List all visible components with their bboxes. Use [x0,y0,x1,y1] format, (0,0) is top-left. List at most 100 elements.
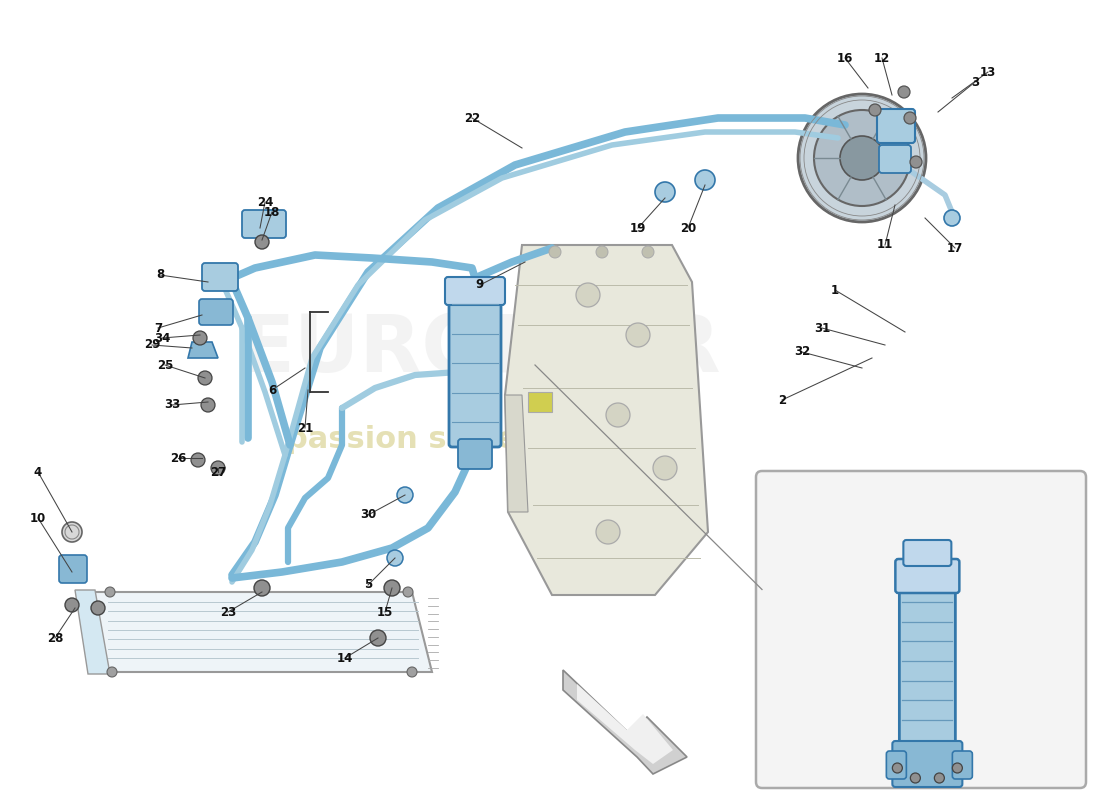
Circle shape [91,601,104,615]
Text: 14: 14 [337,651,353,665]
Polygon shape [505,245,708,595]
Polygon shape [75,590,110,674]
Text: 15: 15 [377,606,393,618]
Text: 24: 24 [256,195,273,209]
Text: 30: 30 [360,509,376,522]
FancyBboxPatch shape [879,145,911,173]
Circle shape [397,487,412,503]
FancyBboxPatch shape [458,439,492,469]
Text: 26: 26 [169,451,186,465]
FancyBboxPatch shape [900,582,956,743]
FancyBboxPatch shape [199,299,233,325]
Circle shape [370,630,386,646]
Text: 27: 27 [210,466,227,478]
FancyBboxPatch shape [449,289,500,447]
Circle shape [576,283,600,307]
Text: 4: 4 [34,466,42,478]
Circle shape [814,110,910,206]
Circle shape [944,210,960,226]
Text: 22: 22 [464,111,480,125]
Text: 16: 16 [837,51,854,65]
Circle shape [642,246,654,258]
Text: 33: 33 [164,398,180,411]
Polygon shape [188,342,218,358]
Circle shape [192,331,207,345]
Circle shape [911,773,921,783]
Text: 29: 29 [144,338,161,351]
Text: 12: 12 [873,51,890,65]
Circle shape [898,86,910,98]
Circle shape [255,235,270,249]
FancyBboxPatch shape [756,471,1086,788]
Circle shape [384,580,400,596]
Polygon shape [505,395,528,512]
Text: 25: 25 [157,358,173,371]
Text: 8: 8 [156,269,164,282]
Circle shape [910,156,922,168]
Text: 10: 10 [30,511,46,525]
Circle shape [65,598,79,612]
Text: 13: 13 [980,66,997,78]
Circle shape [840,136,884,180]
Text: 7: 7 [154,322,162,334]
Circle shape [254,580,270,596]
Text: 32: 32 [794,346,810,358]
Text: 17: 17 [947,242,964,254]
Polygon shape [563,670,688,774]
Circle shape [201,398,214,412]
FancyBboxPatch shape [446,277,505,305]
FancyBboxPatch shape [892,741,962,787]
Circle shape [798,94,926,222]
Circle shape [387,550,403,566]
Circle shape [953,763,962,773]
Circle shape [654,182,675,202]
Text: 2: 2 [778,394,786,406]
Text: 31: 31 [814,322,830,334]
Bar [528,392,552,412]
FancyBboxPatch shape [877,109,915,143]
Text: 28: 28 [47,631,63,645]
Circle shape [191,453,205,467]
Circle shape [198,371,212,385]
Circle shape [934,773,945,783]
Polygon shape [578,684,673,764]
Circle shape [596,520,620,544]
Text: 20: 20 [680,222,696,234]
Circle shape [626,323,650,347]
Circle shape [596,246,608,258]
FancyBboxPatch shape [202,263,238,291]
Circle shape [549,246,561,258]
Circle shape [892,763,902,773]
FancyBboxPatch shape [59,555,87,583]
Circle shape [904,112,916,124]
Circle shape [211,461,226,475]
Text: 21: 21 [297,422,313,434]
Polygon shape [92,592,432,672]
Circle shape [606,403,630,427]
FancyBboxPatch shape [895,559,959,593]
FancyBboxPatch shape [242,210,286,238]
Text: 18: 18 [264,206,280,218]
Text: EUROPÄER: EUROPÄER [239,311,720,389]
Text: 3: 3 [971,75,979,89]
Circle shape [107,667,117,677]
Text: 23: 23 [220,606,236,618]
Text: 5: 5 [364,578,372,591]
FancyBboxPatch shape [887,751,906,779]
FancyBboxPatch shape [953,751,972,779]
Text: passion since 1985: passion since 1985 [286,426,614,454]
Text: 6: 6 [268,383,276,397]
Circle shape [407,667,417,677]
Text: 1: 1 [830,283,839,297]
Circle shape [869,104,881,116]
Text: 19: 19 [630,222,646,234]
Text: 11: 11 [877,238,893,251]
Circle shape [403,587,412,597]
Circle shape [62,522,82,542]
Text: 9: 9 [476,278,484,291]
Circle shape [104,587,116,597]
Text: 34: 34 [154,331,170,345]
FancyBboxPatch shape [903,540,952,566]
Circle shape [695,170,715,190]
Circle shape [653,456,676,480]
